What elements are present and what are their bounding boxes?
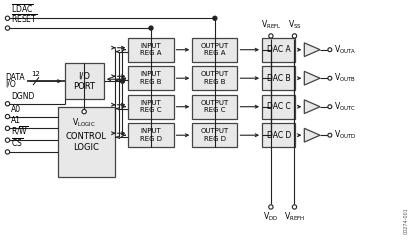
- Polygon shape: [304, 128, 320, 142]
- Circle shape: [5, 126, 10, 131]
- Bar: [262, 38, 295, 61]
- Text: DATA: DATA: [5, 73, 25, 82]
- Bar: [58, 107, 115, 177]
- Text: I/O
PORT: I/O PORT: [73, 71, 95, 91]
- Bar: [128, 38, 173, 61]
- Circle shape: [328, 48, 332, 52]
- Circle shape: [149, 26, 153, 30]
- Bar: [262, 66, 295, 90]
- Circle shape: [269, 205, 273, 209]
- Circle shape: [328, 105, 332, 109]
- Circle shape: [5, 114, 10, 119]
- Text: V$_{\mathregular{SS}}$: V$_{\mathregular{SS}}$: [288, 19, 301, 31]
- Circle shape: [5, 26, 10, 30]
- Circle shape: [292, 34, 297, 38]
- Polygon shape: [304, 43, 320, 57]
- Text: DGND: DGND: [12, 92, 35, 101]
- Text: V$_{\mathregular{DD}}$: V$_{\mathregular{DD}}$: [263, 211, 278, 223]
- Polygon shape: [304, 100, 320, 114]
- Polygon shape: [304, 71, 320, 85]
- Text: DAC A: DAC A: [267, 45, 290, 54]
- Text: OUTPUT
REG A: OUTPUT REG A: [201, 43, 229, 56]
- Bar: [262, 123, 295, 147]
- Text: V$_{\mathregular{REFL}}$: V$_{\mathregular{REFL}}$: [261, 19, 281, 31]
- Circle shape: [5, 150, 10, 154]
- Text: $\mathregular{V_{OUTA}}$: $\mathregular{V_{OUTA}}$: [334, 43, 356, 56]
- Text: DAC D: DAC D: [266, 131, 291, 140]
- Text: $\overline{\mathregular{RESET}}$: $\overline{\mathregular{RESET}}$: [12, 13, 38, 25]
- Text: OUTPUT
REG D: OUTPUT REG D: [201, 128, 229, 142]
- Text: DAC B: DAC B: [267, 74, 290, 83]
- Text: INPUT
REG B: INPUT REG B: [140, 72, 162, 85]
- Text: I/O: I/O: [5, 80, 16, 89]
- Text: INPUT
REG D: INPUT REG D: [140, 128, 162, 142]
- Bar: [128, 123, 173, 147]
- Text: OUTPUT
REG B: OUTPUT REG B: [201, 72, 229, 85]
- Circle shape: [328, 133, 332, 137]
- Text: $\overline{\mathregular{LDAC}}$: $\overline{\mathregular{LDAC}}$: [12, 3, 34, 15]
- Bar: [192, 123, 237, 147]
- Text: 12: 12: [32, 71, 40, 77]
- Bar: [128, 66, 173, 90]
- Circle shape: [5, 138, 10, 142]
- Text: $\mathregular{V_{OUTC}}$: $\mathregular{V_{OUTC}}$: [334, 100, 356, 113]
- Text: INPUT
REG C: INPUT REG C: [140, 100, 162, 113]
- Bar: [192, 95, 237, 119]
- Circle shape: [120, 79, 124, 83]
- Bar: [64, 63, 104, 99]
- Text: $\mathregular{V_{OUTD}}$: $\mathregular{V_{OUTD}}$: [334, 129, 356, 141]
- Text: V$_{\mathregular{LOGIC}}$: V$_{\mathregular{LOGIC}}$: [72, 117, 96, 129]
- Text: R/$\overline{\mathregular{W}}$: R/$\overline{\mathregular{W}}$: [12, 124, 29, 137]
- Text: $\overline{\mathregular{CS}}$: $\overline{\mathregular{CS}}$: [12, 137, 24, 149]
- Circle shape: [328, 76, 332, 80]
- Circle shape: [213, 16, 217, 20]
- Text: CONTROL
LOGIC: CONTROL LOGIC: [66, 132, 107, 152]
- Text: INPUT
REG A: INPUT REG A: [140, 43, 162, 56]
- Bar: [192, 66, 237, 90]
- Text: 00274-001: 00274-001: [403, 208, 408, 234]
- Circle shape: [5, 16, 10, 20]
- Bar: [192, 38, 237, 61]
- Text: $\mathregular{V_{OUTB}}$: $\mathregular{V_{OUTB}}$: [334, 72, 356, 85]
- Text: DAC C: DAC C: [267, 102, 290, 111]
- Text: A1: A1: [12, 116, 22, 125]
- Circle shape: [82, 110, 86, 114]
- Bar: [128, 95, 173, 119]
- Circle shape: [292, 205, 297, 209]
- Circle shape: [269, 34, 273, 38]
- Circle shape: [5, 102, 10, 106]
- Text: A0: A0: [12, 105, 22, 114]
- Text: OUTPUT
REG C: OUTPUT REG C: [201, 100, 229, 113]
- Bar: [262, 95, 295, 119]
- Text: V$_{\mathregular{REFH}}$: V$_{\mathregular{REFH}}$: [284, 211, 305, 223]
